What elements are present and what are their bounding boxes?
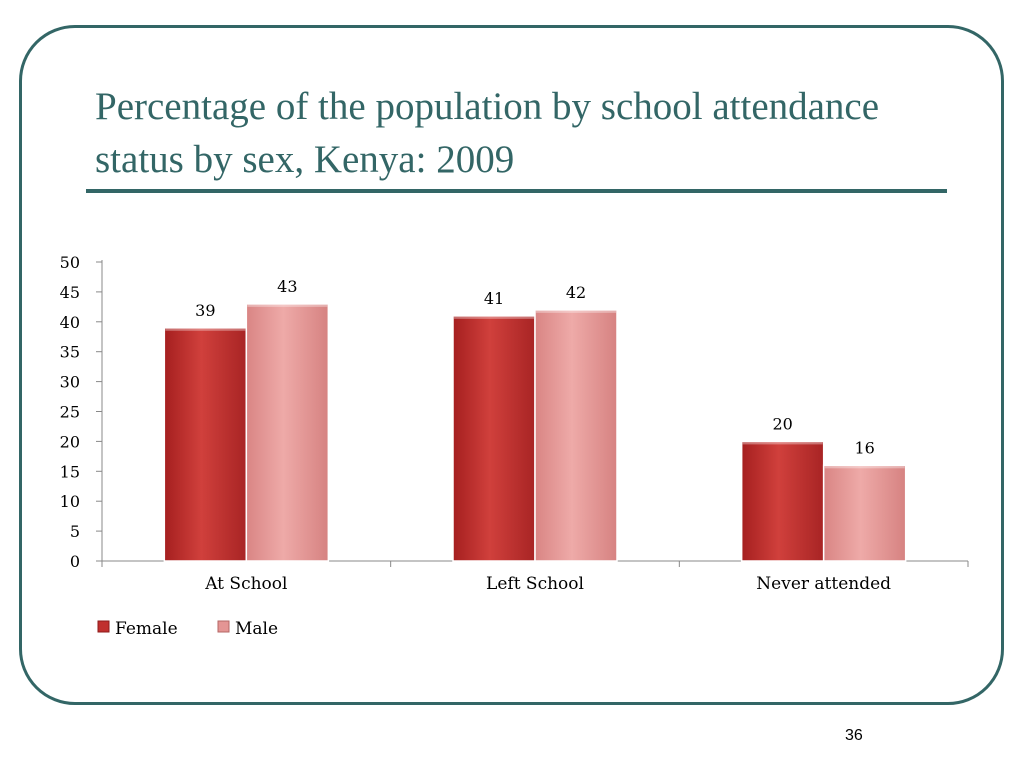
title-divider xyxy=(86,189,947,193)
data-label: 41 xyxy=(484,289,504,308)
bar-highlight xyxy=(454,315,534,319)
slide-frame xyxy=(19,25,1004,705)
legend-label-female: Female xyxy=(115,619,178,639)
data-label: 16 xyxy=(854,438,874,457)
y-tick-label: 30 xyxy=(60,373,80,392)
data-label: 20 xyxy=(772,414,792,433)
x-category-label: Never attended xyxy=(756,574,891,594)
bar-female-at-school xyxy=(163,327,248,562)
y-tick-label: 35 xyxy=(60,343,80,362)
slide-number: 36 xyxy=(845,727,863,744)
bar-female-never-attended xyxy=(740,440,825,562)
bar-highlight xyxy=(165,327,246,331)
data-label: 43 xyxy=(277,277,297,296)
bar-highlight xyxy=(824,465,905,469)
y-tick-label: 25 xyxy=(60,403,80,422)
y-tick-label: 50 xyxy=(60,253,80,272)
bars: 39 43 41 42 20 16 xyxy=(163,277,907,562)
bar-highlight xyxy=(247,303,328,307)
x-category-label: Left School xyxy=(486,574,584,594)
slide-title: Percentage of the population by school a… xyxy=(95,85,880,181)
y-tick-label: 10 xyxy=(60,492,80,511)
bar-highlight xyxy=(742,441,823,445)
legend: Female Male xyxy=(97,619,278,639)
y-tick-label: 45 xyxy=(60,283,80,302)
bar-female-left-school xyxy=(452,315,536,562)
y-tick-label: 5 xyxy=(70,522,80,541)
y-tick-label: 15 xyxy=(60,462,80,481)
y-tick-label: 40 xyxy=(60,313,80,332)
bar-male-at-school xyxy=(245,303,330,562)
x-category-label: At School xyxy=(204,574,287,594)
y-axis: 0 5 10 15 20 25 30 35 40 45 50 xyxy=(60,253,103,571)
data-label: 42 xyxy=(566,283,586,302)
legend-swatch-female xyxy=(97,620,110,633)
bar-highlight xyxy=(536,309,616,313)
bar-male-left-school xyxy=(534,309,618,562)
data-label: 39 xyxy=(195,301,215,320)
legend-swatch-male xyxy=(217,620,230,633)
bar-male-never-attended xyxy=(822,464,907,562)
y-tick-label: 20 xyxy=(60,432,80,451)
y-tick-label: 0 xyxy=(70,552,80,571)
x-axis: At School Left School Never attended xyxy=(101,560,969,594)
legend-label-male: Male xyxy=(235,619,278,639)
